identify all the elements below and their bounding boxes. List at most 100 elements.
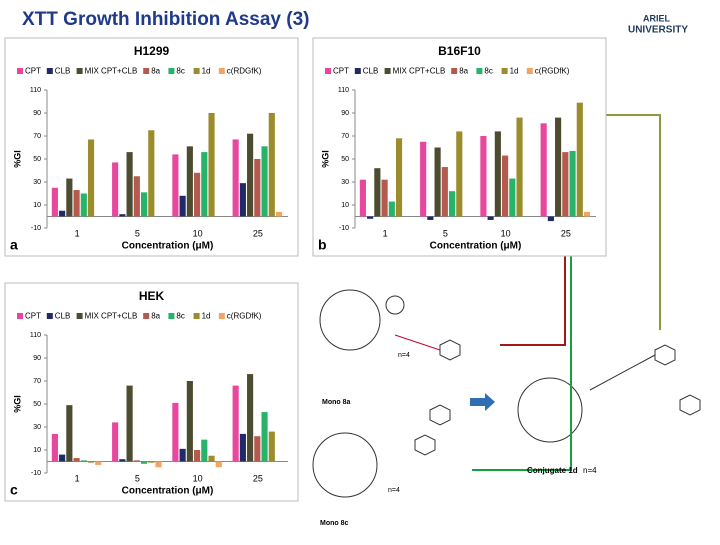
bar — [59, 454, 66, 462]
bar — [388, 201, 395, 217]
bar — [208, 113, 215, 217]
legend-swatch — [76, 313, 83, 319]
x-tick-label: 5 — [135, 228, 140, 238]
bar — [73, 458, 80, 462]
y-tick-label: 50 — [33, 401, 41, 408]
bar — [547, 216, 554, 222]
bar — [555, 117, 562, 217]
legend-label: 8a — [151, 312, 160, 321]
bar — [562, 152, 569, 217]
y-tick-label: -10 — [31, 225, 41, 232]
bar — [395, 138, 403, 217]
bar — [275, 211, 283, 217]
y-tick-label: 90 — [33, 110, 41, 117]
structures — [312, 289, 701, 498]
legend-swatch — [354, 68, 361, 74]
y-tick-label: 70 — [33, 378, 41, 385]
legend-swatch — [501, 68, 508, 74]
structure-label: Mono 8c — [320, 520, 348, 527]
y-tick-label: 30 — [341, 179, 349, 186]
y-tick-label: 110 — [30, 87, 41, 94]
bar — [179, 448, 186, 462]
bar — [140, 192, 148, 217]
legend-label: 1d — [202, 312, 211, 321]
y-tick-label: 70 — [33, 133, 41, 140]
legend-label: MIX CPT+CLB — [393, 67, 446, 76]
legend-swatch — [17, 313, 23, 319]
bar — [583, 211, 591, 217]
y-tick-label: 50 — [341, 156, 349, 163]
x-tick-label: 25 — [253, 228, 263, 238]
bar — [80, 460, 87, 462]
bar — [247, 133, 254, 217]
y-tick-label: 90 — [33, 355, 41, 362]
bar — [172, 402, 179, 462]
bar — [261, 146, 268, 217]
bar — [73, 190, 80, 217]
bar — [434, 147, 441, 217]
legend-swatch — [218, 68, 225, 74]
reaction-arrow — [470, 393, 495, 411]
bar — [80, 193, 87, 217]
bar — [448, 191, 456, 217]
bar — [201, 152, 208, 217]
chart-title: H1299 — [134, 44, 170, 58]
legend-label: MIX CPT+CLB — [85, 312, 138, 321]
x-axis-label: Concentration (μM) — [122, 241, 214, 252]
bar — [112, 162, 119, 217]
structure-label: n=4 — [583, 466, 597, 475]
bar — [215, 461, 222, 468]
chart-title: B16F10 — [438, 44, 481, 58]
legend-swatch — [451, 68, 458, 74]
bar — [480, 136, 487, 217]
legend-swatch — [218, 313, 225, 319]
legend-swatch — [325, 68, 331, 74]
legend-swatch — [168, 313, 175, 319]
panel-label: c — [10, 482, 18, 498]
pointer-line — [588, 114, 661, 330]
y-axis-label: %GI — [12, 395, 22, 413]
bar — [427, 216, 434, 220]
bar — [112, 422, 119, 462]
bar — [367, 216, 374, 219]
legend-label: CPT — [333, 67, 349, 76]
y-axis-label: %GI — [320, 150, 330, 168]
legend-label: CLB — [55, 312, 71, 321]
bar — [140, 461, 148, 464]
bar — [502, 155, 509, 217]
legend-label: 1d — [510, 67, 519, 76]
legend-label: c(RGDfK) — [227, 312, 262, 321]
logo-text: UNIVERSITY — [628, 25, 688, 36]
legend-label: CPT — [25, 67, 41, 76]
bar — [254, 436, 261, 462]
y-tick-label: 50 — [33, 156, 41, 163]
bar — [201, 439, 208, 462]
x-tick-label: 5 — [443, 228, 448, 238]
logo-text: ARIEL — [643, 13, 671, 23]
legend-swatch — [476, 68, 483, 74]
bar — [420, 141, 427, 217]
y-tick-label: -10 — [339, 225, 349, 232]
panel-label: b — [318, 237, 327, 253]
bar — [126, 152, 133, 217]
x-tick-label: 25 — [253, 473, 263, 483]
bar — [59, 210, 66, 217]
structure-label: Conjugate 1d — [527, 466, 578, 475]
bar — [232, 139, 239, 217]
legend-swatch — [76, 68, 83, 74]
bar — [119, 459, 126, 462]
bar — [119, 214, 126, 217]
pointer-line — [472, 232, 572, 471]
bar — [66, 405, 73, 462]
y-tick-label: 30 — [33, 179, 41, 186]
legend-swatch — [46, 313, 53, 319]
legend-label: c(RDGfK) — [227, 67, 262, 76]
bar — [509, 178, 516, 217]
y-tick-label: 110 — [30, 332, 41, 339]
x-tick-label: 1 — [383, 228, 388, 238]
legend-label: CLB — [55, 67, 71, 76]
bar — [186, 381, 193, 462]
x-axis-label: Concentration (μM) — [122, 486, 214, 497]
bar — [51, 187, 58, 217]
y-tick-label: 70 — [341, 133, 349, 140]
